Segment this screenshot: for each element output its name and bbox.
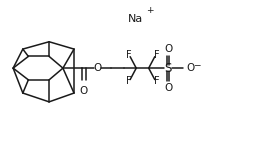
Text: S: S: [164, 62, 172, 75]
Text: O: O: [164, 82, 172, 92]
Text: F: F: [154, 76, 159, 86]
Text: F: F: [154, 50, 159, 60]
Text: O: O: [80, 86, 88, 96]
Text: +: +: [146, 6, 154, 15]
Text: O: O: [164, 44, 172, 54]
Text: F: F: [126, 50, 131, 60]
Text: O: O: [187, 63, 195, 73]
Text: −: −: [193, 60, 200, 69]
Text: F: F: [126, 76, 131, 86]
Text: O: O: [93, 63, 102, 73]
Text: Na: Na: [128, 14, 143, 24]
